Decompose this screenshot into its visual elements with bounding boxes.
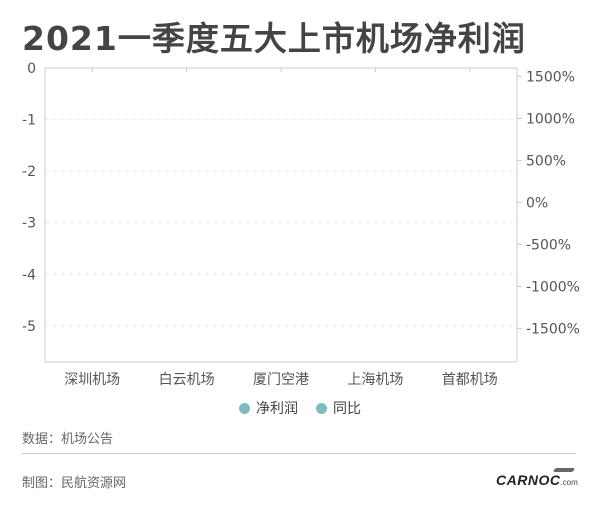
y-right-tick-label: -1500%: [526, 321, 580, 337]
legend-label-series-2: 同比: [333, 401, 361, 417]
x-tick-label: 白云机场: [159, 372, 215, 388]
y-right-tick-label: 1000%: [526, 111, 575, 127]
legend-item-series-2[interactable]: 同比: [316, 398, 361, 418]
y-left-tick-label: -3: [22, 216, 36, 232]
y-left-tick-label: 0: [27, 61, 36, 77]
data-source-note: 数据：机场公告: [22, 432, 114, 447]
legend-swatch-series-2: [316, 402, 327, 414]
legend-swatch-series-1: [239, 402, 250, 414]
chart-credit: 制图：民航资源网: [22, 476, 127, 491]
x-tick-label: 上海机场: [347, 372, 403, 388]
logo-wing-icon: [552, 468, 576, 472]
chart-title: 2021一季度五大上市机场净利润: [22, 19, 526, 58]
y-left-tick-label: -5: [22, 319, 36, 335]
y-left-tick-label: -4: [22, 267, 36, 283]
y-right-tick-label: 0%: [526, 195, 548, 211]
logo-wordmark: CARNOC: [496, 472, 561, 488]
y-left-tick-label: -1: [22, 113, 36, 129]
logo-suffix: .com: [560, 478, 578, 487]
x-tick-label: 深圳机场: [64, 372, 120, 388]
x-tick-label: 首都机场: [442, 372, 498, 388]
y-right-tick-label: 1500%: [526, 69, 575, 85]
y-left-tick-label: -2: [22, 164, 36, 180]
legend-item-series-1[interactable]: 净利润: [239, 398, 298, 418]
x-tick-label: 厦门空港: [253, 372, 309, 388]
y-right-tick-label: -1000%: [526, 279, 580, 295]
y-right-tick-label: -500%: [526, 237, 571, 253]
footer-divider: [22, 453, 576, 454]
chart-legend: 净利润 同比: [0, 398, 600, 418]
legend-label-series-1: 净利润: [256, 401, 298, 417]
carnoc-logo: CARNOC.com: [496, 468, 578, 490]
y-right-tick-label: 500%: [526, 153, 566, 169]
